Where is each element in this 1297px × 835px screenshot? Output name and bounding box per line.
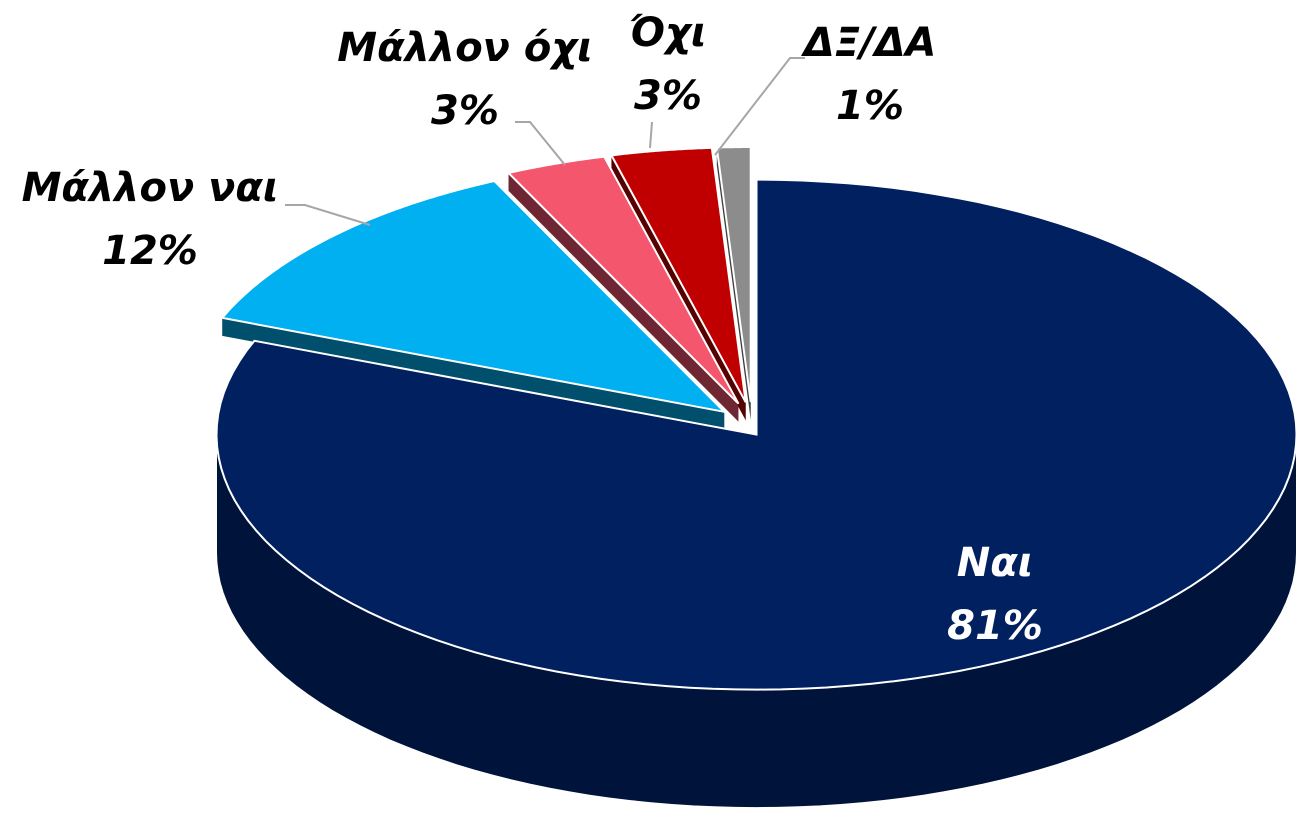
slice bbox=[506, 155, 740, 405]
slice-wall bbox=[222, 317, 725, 430]
slice bbox=[215, 178, 1297, 691]
slice bbox=[220, 180, 728, 414]
slice-wall bbox=[508, 172, 739, 422]
leader-line bbox=[649, 121, 653, 149]
category-label: Μάλλον ναι bbox=[22, 165, 279, 211]
category-label: Μάλλον όχι bbox=[337, 25, 592, 71]
category-label: ΔΞ/ΔΑ bbox=[801, 20, 937, 66]
value-label: 81% bbox=[947, 603, 1043, 649]
slice bbox=[609, 146, 747, 403]
value-label: 3% bbox=[634, 73, 702, 119]
leader-line bbox=[714, 57, 805, 156]
leader-line bbox=[285, 204, 371, 226]
category-label: Όχι bbox=[629, 10, 706, 56]
value-label: 12% bbox=[102, 228, 198, 274]
slice bbox=[715, 146, 752, 403]
value-label: 1% bbox=[836, 83, 904, 129]
category-label: Ναι bbox=[957, 540, 1034, 586]
leader-line bbox=[515, 121, 566, 166]
value-label: 3% bbox=[431, 88, 499, 134]
